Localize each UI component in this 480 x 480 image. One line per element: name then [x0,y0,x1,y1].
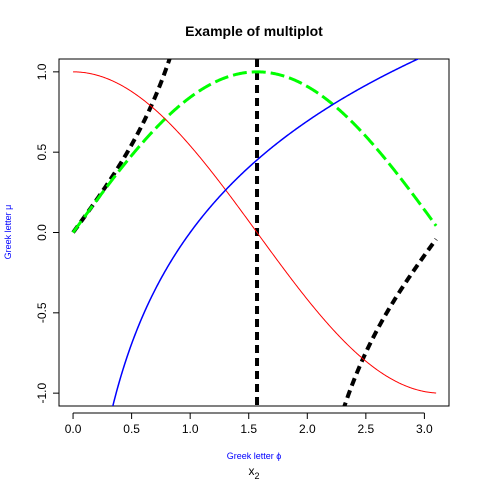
x-tick-label: 1.0 [182,422,199,436]
y-tick-label: -0.5 [35,302,49,323]
y-axis: -1.0 -0.5 0.0 0.5 1.0 [35,63,60,403]
series-cos-line [73,71,437,394]
x-tick-label: 0.5 [123,422,140,436]
y-tick-label: 0.5 [35,144,49,161]
x-axis-label: Greek letter ϕ [227,451,282,461]
y-tick-label: 1.0 [35,63,49,80]
series-sin-line [71,70,438,234]
x-axis: 0.0 0.5 1.0 1.5 2.0 2.5 3.0 [65,412,433,436]
x-tick-label: 0.0 [65,422,82,436]
y-tick-label: -1.0 [35,382,49,403]
series-group [71,59,438,406]
x-tick-label: 2.0 [299,422,316,436]
x-axis-secondary-subscript: 2 [254,471,259,480]
plot-frame [58,58,450,407]
x-tick-label: 2.5 [358,422,375,436]
y-tick-label: 0.0 [35,224,49,241]
x-tick-label: 3.0 [416,422,433,436]
x-tick-label: 1.5 [240,422,257,436]
y-axis-label: Greek letter μ [3,205,13,260]
series-log-line [112,59,420,406]
x-axis-secondary-label: x2 [248,464,259,480]
chart-title: Example of multiplot [185,23,323,39]
x-axis-secondary-main: x [248,464,254,478]
